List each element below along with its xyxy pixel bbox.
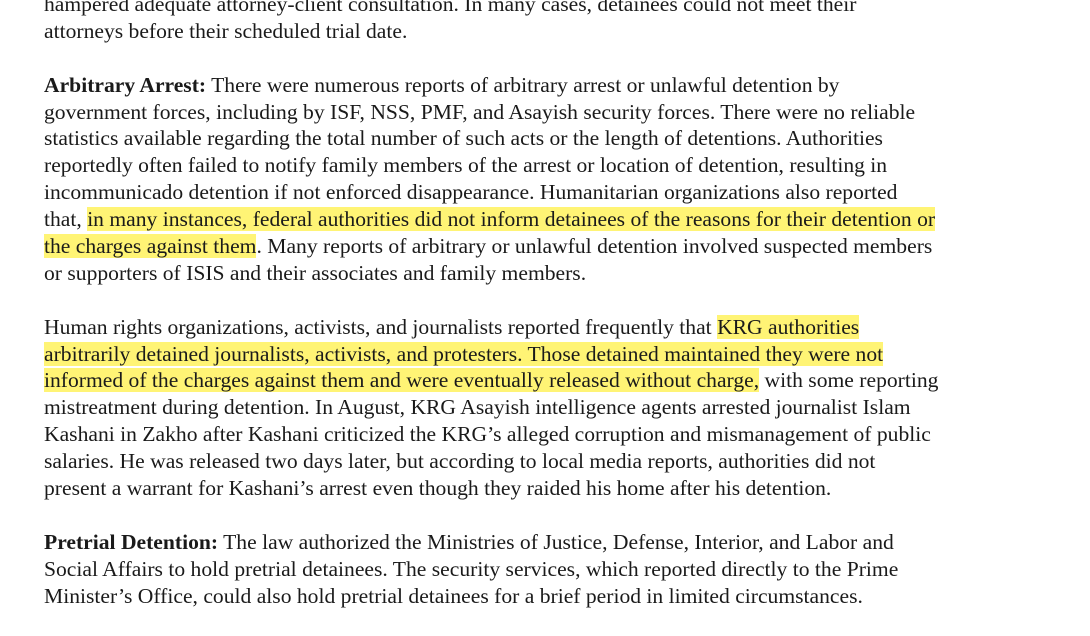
text-segment: reportedly often failed to notify family…: [44, 153, 888, 178]
document-body: hampered adequate attorney-client consul…: [44, 0, 938, 636]
text-line: arbitrarily detained journalists, activi…: [44, 341, 938, 368]
text-segment: Social Affairs to hold pretrial detainee…: [44, 556, 899, 581]
text-line: statistics available regarding the total…: [44, 125, 938, 152]
text-line: Social Affairs to hold pretrial detainee…: [44, 556, 938, 583]
text-line: Pretrial Detention: The law authorized t…: [44, 529, 938, 556]
highlighted-text: informed of the charges against them and…: [44, 368, 760, 393]
text-line: Arbitrary Arrest: There were numerous re…: [44, 72, 938, 99]
text-line: present a warrant for Kashani’s arrest e…: [44, 475, 938, 502]
text-line: incommunicado detention if not enforced …: [44, 179, 938, 206]
text-segment: present a warrant for Kashani’s arrest e…: [44, 476, 832, 501]
text-line: attorneys before their scheduled trial d…: [44, 18, 938, 45]
paragraph: Arbitrary Arrest: There were numerous re…: [44, 72, 938, 287]
text-line: the charges against them. Many reports o…: [44, 233, 938, 260]
text-segment: The law authorized the Ministries of Jus…: [218, 529, 894, 554]
text-segment: incommunicado detention if not enforced …: [44, 180, 898, 205]
text-segment: statistics available regarding the total…: [44, 126, 883, 151]
text-line: Human rights organizations, activists, a…: [44, 314, 938, 341]
text-segment: Kashani in Zakho after Kashani criticize…: [44, 422, 931, 447]
text-line: hampered adequate attorney-client consul…: [44, 0, 938, 18]
text-line: that, in many instances, federal authori…: [44, 206, 938, 233]
text-line: or supporters of ISIS and their associat…: [44, 260, 938, 287]
text-segment: or supporters of ISIS and their associat…: [44, 260, 587, 285]
text-segment: salaries. He was released two days later…: [44, 449, 876, 474]
text-segment: . Many reports of arbitrary or unlawful …: [256, 234, 933, 259]
text-line: government forces, including by ISF, NSS…: [44, 99, 938, 126]
highlighted-text: KRG authorities: [717, 314, 860, 339]
text-line: mistreatment during detention. In August…: [44, 394, 938, 421]
text-line: reportedly often failed to notify family…: [44, 152, 938, 179]
text-segment: Minister’s Office, could also hold pretr…: [44, 583, 863, 608]
highlighted-text: arbitrarily detained journalists, activi…: [44, 341, 884, 366]
paragraph: Pretrial Detention: The law authorized t…: [44, 529, 938, 610]
text-segment: government forces, including by ISF, NSS…: [44, 99, 916, 124]
text-line: Kashani in Zakho after Kashani criticize…: [44, 421, 938, 448]
paragraph: hampered adequate attorney-client consul…: [44, 0, 938, 45]
text-line: informed of the charges against them and…: [44, 367, 938, 394]
text-segment: with some reporting: [759, 368, 939, 393]
text-segment: There were numerous reports of arbitrary…: [206, 72, 840, 97]
text-line: salaries. He was released two days later…: [44, 448, 938, 475]
section-heading: Pretrial Detention:: [44, 529, 219, 554]
text-segment: that,: [44, 207, 88, 232]
section-heading: Arbitrary Arrest:: [44, 72, 207, 97]
text-segment: hampered adequate attorney-client consul…: [44, 0, 857, 16]
text-line: Minister’s Office, could also hold pretr…: [44, 583, 938, 610]
text-segment: attorneys before their scheduled trial d…: [44, 18, 408, 43]
highlighted-text: in many instances, federal authorities d…: [87, 207, 936, 232]
paragraph: Human rights organizations, activists, a…: [44, 314, 938, 502]
text-segment: mistreatment during detention. In August…: [44, 395, 911, 420]
highlighted-text: the charges against them: [44, 234, 257, 259]
text-segment: Human rights organizations, activists, a…: [44, 314, 718, 339]
